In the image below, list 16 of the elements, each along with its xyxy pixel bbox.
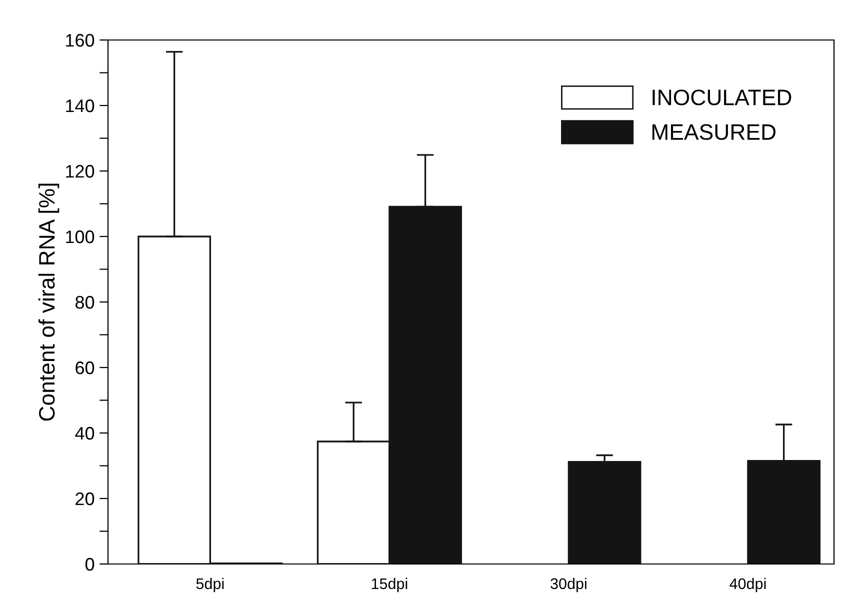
x-tick-label: 30dpi bbox=[550, 578, 586, 592]
y-tick-label: 80 bbox=[76, 296, 94, 309]
y-tick-label: 0 bbox=[85, 558, 94, 571]
y-tick-label: 40 bbox=[75, 426, 94, 440]
y-tick-label: 60 bbox=[76, 361, 94, 374]
x-tick-label: 5dpi bbox=[196, 578, 224, 592]
y-tick-label: 100 bbox=[66, 230, 94, 244]
x-tick-label: 40dpi bbox=[730, 578, 766, 592]
legend-label: INOCULATED bbox=[652, 90, 792, 106]
x-tick-label: 15dpi bbox=[372, 578, 408, 592]
y-tick-label: 20 bbox=[76, 492, 94, 506]
y-axis-title: Content of viral RNA [%] bbox=[38, 184, 60, 421]
y-tick-label: 160 bbox=[66, 34, 94, 47]
y-tick-label: 120 bbox=[66, 164, 94, 178]
legend-label: MEASURED bbox=[652, 124, 776, 140]
y-tick-label: 140 bbox=[66, 99, 94, 112]
